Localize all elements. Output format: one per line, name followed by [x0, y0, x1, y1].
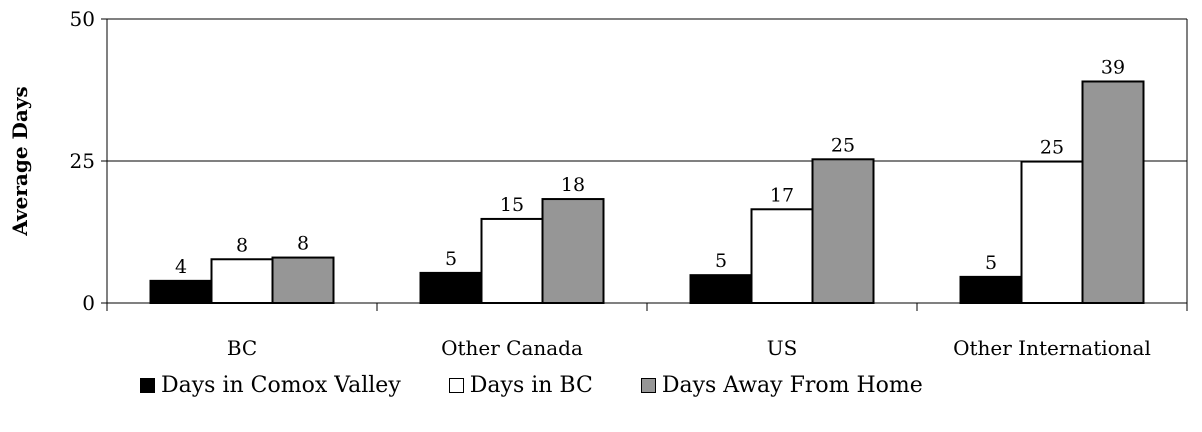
bars-group	[149, 80, 1145, 305]
data-label-days-in-bc-1: 15	[500, 194, 524, 216]
legend: Days in Comox Valley Days in BC Days Awa…	[140, 365, 923, 405]
axes-group: 0 25 50 BC Other Canada US Other International	[70, 7, 1188, 360]
data-label-days-away-from-home-2: 25	[831, 134, 855, 156]
data-label-days-in-comox-valley-0: 4	[175, 256, 187, 278]
data-label-days-away-from-home-0: 8	[297, 233, 309, 255]
bar-days-in-bc-3	[1020, 160, 1084, 304]
bar-days-in-comox-valley-2	[689, 274, 753, 304]
legend-swatch-away	[640, 377, 656, 393]
y-tick-label-50: 50	[70, 7, 95, 31]
data-label-days-in-bc-2: 17	[770, 184, 794, 206]
bar-days-in-comox-valley-3	[959, 275, 1023, 305]
data-label-days-away-from-home-3: 39	[1101, 56, 1125, 78]
x-tick-label-3: Other International	[953, 336, 1151, 360]
bar-days-in-bc-0	[210, 258, 274, 305]
bar-days-away-from-home-1	[541, 198, 605, 304]
data-label-days-in-bc-3: 25	[1040, 137, 1064, 159]
data-label-days-away-from-home-1: 18	[561, 174, 585, 196]
bar-days-in-comox-valley-0	[149, 279, 213, 304]
bar-days-away-from-home-0	[271, 256, 335, 304]
bar-days-away-from-home-2	[811, 158, 875, 304]
y-axis-title: Average Days	[8, 86, 32, 236]
legend-item-bc: Days in BC	[448, 372, 593, 398]
bar-days-away-from-home-3	[1081, 80, 1145, 305]
data-label-days-in-comox-valley-3: 5	[985, 252, 997, 274]
x-tick-label-1: Other Canada	[441, 336, 583, 360]
data-label-days-in-comox-valley-1: 5	[445, 248, 457, 270]
legend-label-bc: Days in BC	[469, 372, 593, 398]
gridlines	[107, 18, 1188, 303]
bar-days-in-bc-1	[480, 217, 544, 305]
legend-item-away: Days Away From Home	[640, 372, 923, 398]
legend-swatch-comox	[140, 377, 155, 393]
x-tick-label-0: BC	[227, 336, 257, 360]
x-tick-label-2: US	[767, 336, 798, 360]
data-labels-group: 4 8 8 5 15 18 5 17 25 5 25 39	[175, 56, 1125, 277]
data-label-days-in-bc-0: 8	[236, 234, 248, 256]
y-tick-label-0: 0	[82, 291, 95, 315]
legend-label-away: Days Away From Home	[661, 372, 923, 398]
legend-label-comox: Days in Comox Valley	[161, 372, 401, 398]
legend-swatch-bc	[448, 377, 464, 393]
bar-days-in-bc-2	[750, 208, 814, 304]
data-label-days-in-comox-valley-2: 5	[715, 250, 727, 272]
legend-item-comox: Days in Comox Valley	[140, 373, 401, 398]
y-tick-label-25: 25	[70, 149, 95, 173]
bar-days-in-comox-valley-1	[419, 271, 483, 304]
